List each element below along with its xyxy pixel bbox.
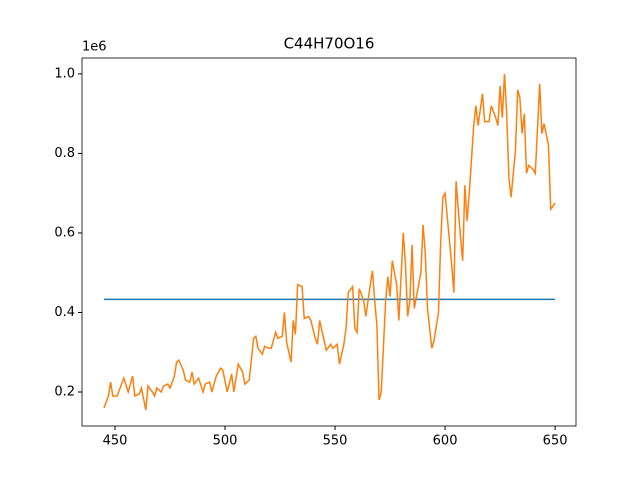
x-tick-label: 550 [323, 434, 348, 449]
x-tick-label: 650 [543, 434, 568, 449]
y-tick-label: 1.0 [54, 66, 75, 81]
y-tick-label: 0.2 [54, 385, 75, 400]
y-tick-label: 0.8 [54, 146, 75, 161]
x-tick-label: 450 [103, 434, 128, 449]
x-tick-label: 600 [433, 434, 458, 449]
plot-frame [81, 57, 577, 427]
y-tick-label: 0.6 [54, 225, 75, 240]
y-tick-label: 0.4 [54, 305, 75, 320]
offset-text: 1e6 [82, 40, 107, 55]
data-line [103, 73, 556, 411]
x-tick-label: 500 [213, 434, 238, 449]
chart-title: C44H70O16 [284, 35, 375, 53]
